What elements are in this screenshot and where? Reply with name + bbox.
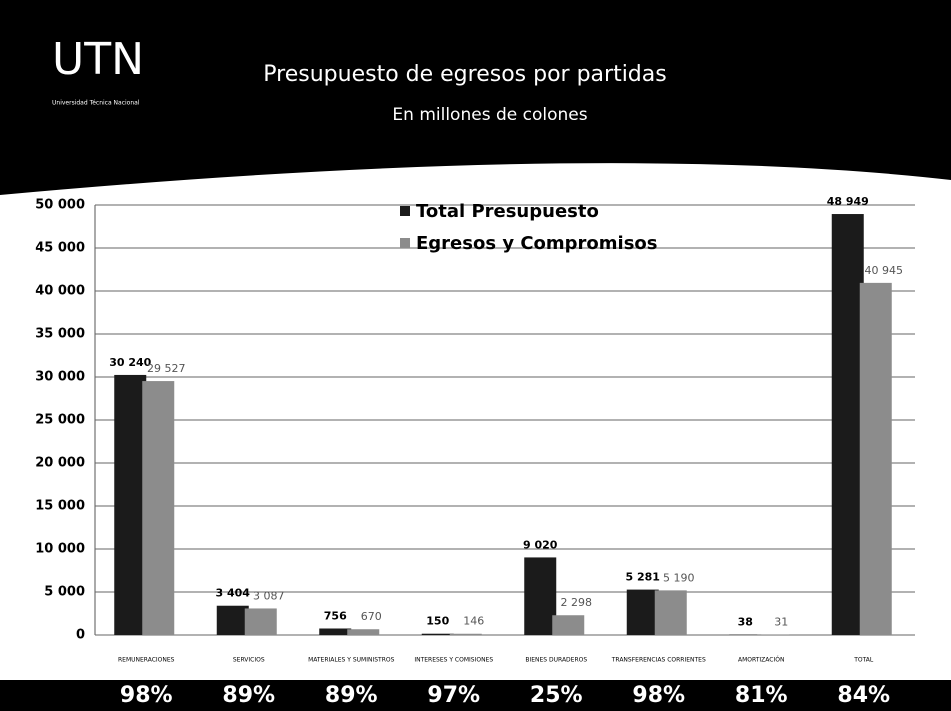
- y-tick-label: 40 000: [35, 284, 85, 299]
- header-band: [0, 0, 951, 195]
- x-tick-label: TRANSFERENCIAS CORRIENTES: [611, 657, 706, 664]
- bar: [626, 589, 659, 635]
- percent-label: 98%: [632, 683, 685, 708]
- data-label: 146: [463, 615, 484, 628]
- bar: [347, 629, 380, 635]
- chart-subtitle: En millones de colones: [392, 105, 587, 125]
- percent-label: 89%: [222, 683, 275, 708]
- data-label: 670: [361, 610, 382, 623]
- bar: [216, 605, 249, 635]
- bar: [449, 633, 482, 635]
- bar: [831, 214, 864, 635]
- percent-label: 89%: [325, 683, 378, 708]
- y-tick-label: 10 000: [35, 542, 85, 557]
- data-label: 756: [324, 609, 347, 622]
- bar: [319, 628, 352, 635]
- data-label: 38: [738, 616, 753, 629]
- bar: [552, 615, 585, 635]
- data-label: 150: [426, 615, 449, 628]
- y-tick-label: 15 000: [35, 499, 85, 514]
- y-tick-label: 35 000: [35, 327, 85, 342]
- data-label: 29 527: [147, 362, 186, 375]
- percent-label: 98%: [120, 683, 173, 708]
- percent-label: 97%: [427, 683, 480, 708]
- x-tick-label: AMORTIZACIÓN: [738, 657, 784, 664]
- percent-label: 84%: [837, 683, 890, 708]
- data-label: 5 190: [663, 571, 695, 584]
- legend-swatch: [400, 238, 410, 248]
- bar: [859, 282, 892, 635]
- data-label: 48 949: [827, 195, 869, 208]
- legend-label: Total Presupuesto: [416, 201, 599, 222]
- bar: [142, 381, 175, 635]
- bar: [524, 557, 557, 635]
- legend-label: Egresos y Compromisos: [416, 233, 658, 254]
- x-tick-label: INTERESES Y COMISIONES: [414, 657, 493, 664]
- y-tick-label: 20 000: [35, 456, 85, 471]
- y-tick-label: 25 000: [35, 413, 85, 428]
- x-tick-label: BIENES DURADEROS: [525, 657, 587, 664]
- data-label: 3 404: [216, 587, 251, 600]
- data-label: 30 240: [109, 356, 151, 369]
- bar: [421, 633, 454, 635]
- data-label: 3 087: [253, 589, 285, 602]
- x-tick-label: MATERIALES Y SUMINISTROS: [308, 657, 395, 664]
- y-tick-label: 30 000: [35, 370, 85, 385]
- data-label: 9 020: [523, 538, 558, 551]
- logo: UTN: [52, 34, 144, 85]
- y-tick-label: 50 000: [35, 198, 85, 213]
- x-tick-label: REMUNERACIONES: [118, 657, 175, 664]
- logo-subtitle: Universidad Técnica Nacional: [52, 100, 140, 107]
- y-tick-label: 0: [76, 628, 85, 643]
- bar: [244, 608, 277, 635]
- data-label: 31: [774, 616, 788, 629]
- bar: [654, 590, 687, 635]
- percent-band: [0, 680, 951, 711]
- x-tick-label: TOTAL: [853, 657, 874, 664]
- x-tick-label: SERVICIOS: [233, 657, 265, 664]
- chart-title: Presupuesto de egresos por partidas: [263, 62, 666, 87]
- data-label: 5 281: [626, 571, 660, 584]
- percent-label: 81%: [735, 683, 788, 708]
- legend-swatch: [400, 206, 410, 216]
- y-tick-label: 45 000: [35, 241, 85, 256]
- data-label: 2 298: [561, 596, 593, 609]
- percent-label: 25%: [530, 683, 583, 708]
- y-tick-label: 5 000: [44, 585, 85, 600]
- data-label: 40 945: [865, 264, 904, 277]
- bar: [114, 374, 147, 635]
